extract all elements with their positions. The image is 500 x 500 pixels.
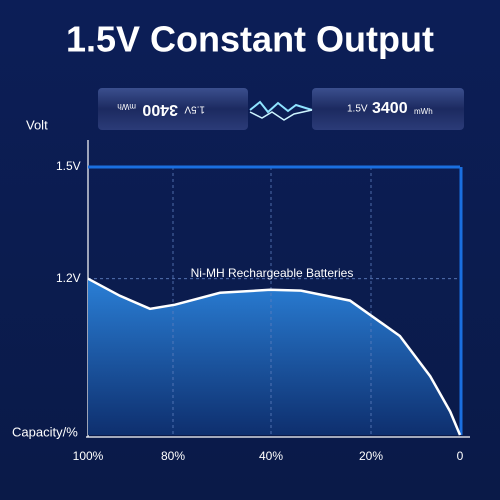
y-tick-label: 1.2V (56, 271, 81, 285)
battery-right: 1.5V 3400 mWh (312, 88, 464, 130)
battery-voltage: 1.5V (184, 103, 205, 114)
battery-unit: mWh (414, 107, 433, 116)
x-tick-label: 100% (73, 449, 104, 463)
x-tick-label: 40% (259, 449, 283, 463)
annotation: Ni-MH Rechargeable Batteries (191, 266, 354, 280)
x-axis-label: Capacity/% (12, 424, 78, 439)
battery-capacity: 3400 (372, 100, 408, 117)
battery-unit: mWh (117, 102, 136, 111)
y-axis-label: Volt (26, 117, 48, 132)
battery-voltage: 1.5V (347, 104, 368, 115)
x-tick-label: 20% (359, 449, 383, 463)
title: 1.5V Constant Output (66, 19, 434, 60)
battery-capacity: 3400 (142, 101, 178, 118)
y-tick-label: 1.5V (56, 159, 81, 173)
x-tick-label: 0 (457, 449, 464, 463)
area (88, 278, 460, 435)
battery-left: 1.5V 3400 mWh (98, 88, 248, 130)
x-tick-label: 80% (161, 449, 185, 463)
line (87, 277, 462, 436)
spark (249, 100, 313, 114)
spark (249, 109, 313, 121)
